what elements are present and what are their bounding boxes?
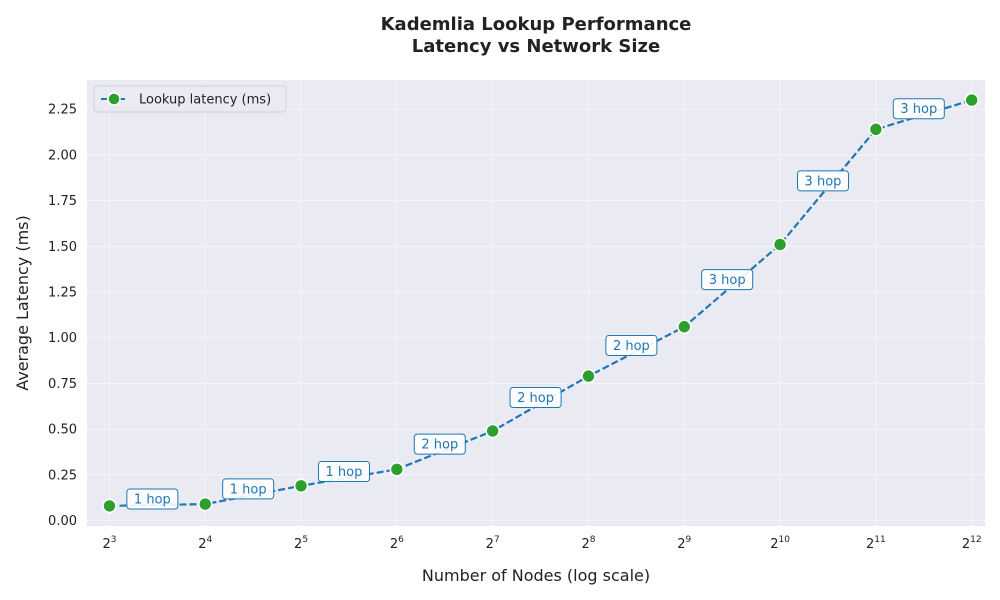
y-tick-label: 0.00: [48, 514, 77, 529]
x-tick-label: 212: [962, 535, 982, 552]
data-point: [485, 423, 500, 439]
annotation-label: 2 hop: [613, 339, 650, 354]
annotation-label: 1 hop: [326, 465, 363, 480]
y-tick-label: 0.50: [48, 423, 77, 438]
grid-lines: [87, 80, 985, 526]
data-point: [197, 496, 213, 512]
annotation-box: [701, 269, 754, 291]
x-tick-label: 211: [866, 535, 886, 552]
hop-annotation: 2 hop: [509, 387, 562, 409]
annotation-label: 3 hop: [709, 273, 746, 288]
hop-annotation: 2 hop: [605, 334, 658, 356]
hop-annotation: 3 hop: [892, 98, 945, 120]
hop-annotation: 3 hop: [701, 269, 754, 291]
x-tick-label: 24: [198, 535, 212, 552]
x-tick-label: 210: [770, 535, 790, 552]
x-axis-label: Number of Nodes (log scale): [422, 566, 650, 585]
y-tick-label: 2.25: [48, 103, 77, 118]
x-tick-label: 23: [102, 535, 116, 552]
data-point: [293, 478, 309, 494]
hop-annotation: 1 hop: [222, 478, 275, 500]
data-point: [868, 122, 884, 137]
x-tick-label: 29: [677, 535, 691, 552]
annotation-box: [222, 478, 275, 500]
legend-marker-swatch: [107, 92, 121, 106]
annotation-box: [796, 170, 849, 192]
x-tick-label: 25: [294, 535, 308, 552]
annotation-box: [126, 488, 179, 510]
annotation-box: [413, 433, 466, 455]
data-point: [581, 368, 596, 384]
legend-label: Lookup latency (ms): [139, 93, 271, 108]
y-tick-label: 0.75: [48, 377, 77, 392]
x-tick-labels: 23 24 25 26 27 28 29 210 211 212: [102, 535, 981, 552]
annotation-box: [892, 98, 945, 120]
data-point: [389, 462, 405, 477]
annotation-label: 2 hop: [421, 438, 458, 453]
hop-annotations: 1 hop 1 hop 1 hop 2 hop 2 hop 2 hop 3 hop 3 hop…: [126, 98, 945, 510]
annotation-label: 3 hop: [805, 174, 842, 189]
annotation-box: [605, 334, 658, 356]
x-tick-label: 27: [486, 535, 500, 552]
hop-annotation: 1 hop: [317, 461, 370, 483]
y-tick-label: 1.50: [48, 240, 77, 255]
hop-annotation: 3 hop: [796, 170, 849, 192]
annotation-box: [509, 387, 562, 409]
data-point: [676, 319, 692, 335]
y-tick-label: 2.00: [48, 148, 77, 163]
x-tick-label: 28: [581, 535, 595, 552]
data-point: [772, 237, 788, 252]
annotation-box: [317, 461, 370, 483]
annotation-label: 1 hop: [134, 492, 171, 507]
hop-annotation: 1 hop: [126, 488, 179, 510]
y-axis-label: Average Latency (ms): [13, 215, 32, 391]
y-tick-label: 1.25: [48, 286, 77, 301]
hop-annotation: 2 hop: [413, 433, 466, 455]
legend-box: [93, 85, 287, 113]
chart-title-line-1: Kademlia Lookup Performance: [381, 14, 692, 35]
y-tick-label: 1.00: [48, 331, 77, 346]
annotation-label: 2 hop: [517, 391, 554, 406]
y-tick-label: 0.25: [48, 468, 77, 483]
data-point: [964, 92, 979, 108]
chart-title-line-2: Latency vs Network Size: [412, 36, 660, 57]
y-tick-labels: 0.00 0.25 0.50 0.75 1.00 1.25 1.50 1.75 2.00 2.25: [48, 103, 77, 529]
annotation-label: 1 hop: [230, 482, 267, 497]
data-point: [102, 498, 117, 514]
legend: Lookup latency (ms): [93, 85, 287, 113]
y-tick-label: 1.75: [48, 194, 77, 209]
x-tick-label: 26: [390, 535, 404, 552]
annotation-label: 3 hop: [900, 102, 937, 117]
plot-area: [87, 80, 985, 526]
